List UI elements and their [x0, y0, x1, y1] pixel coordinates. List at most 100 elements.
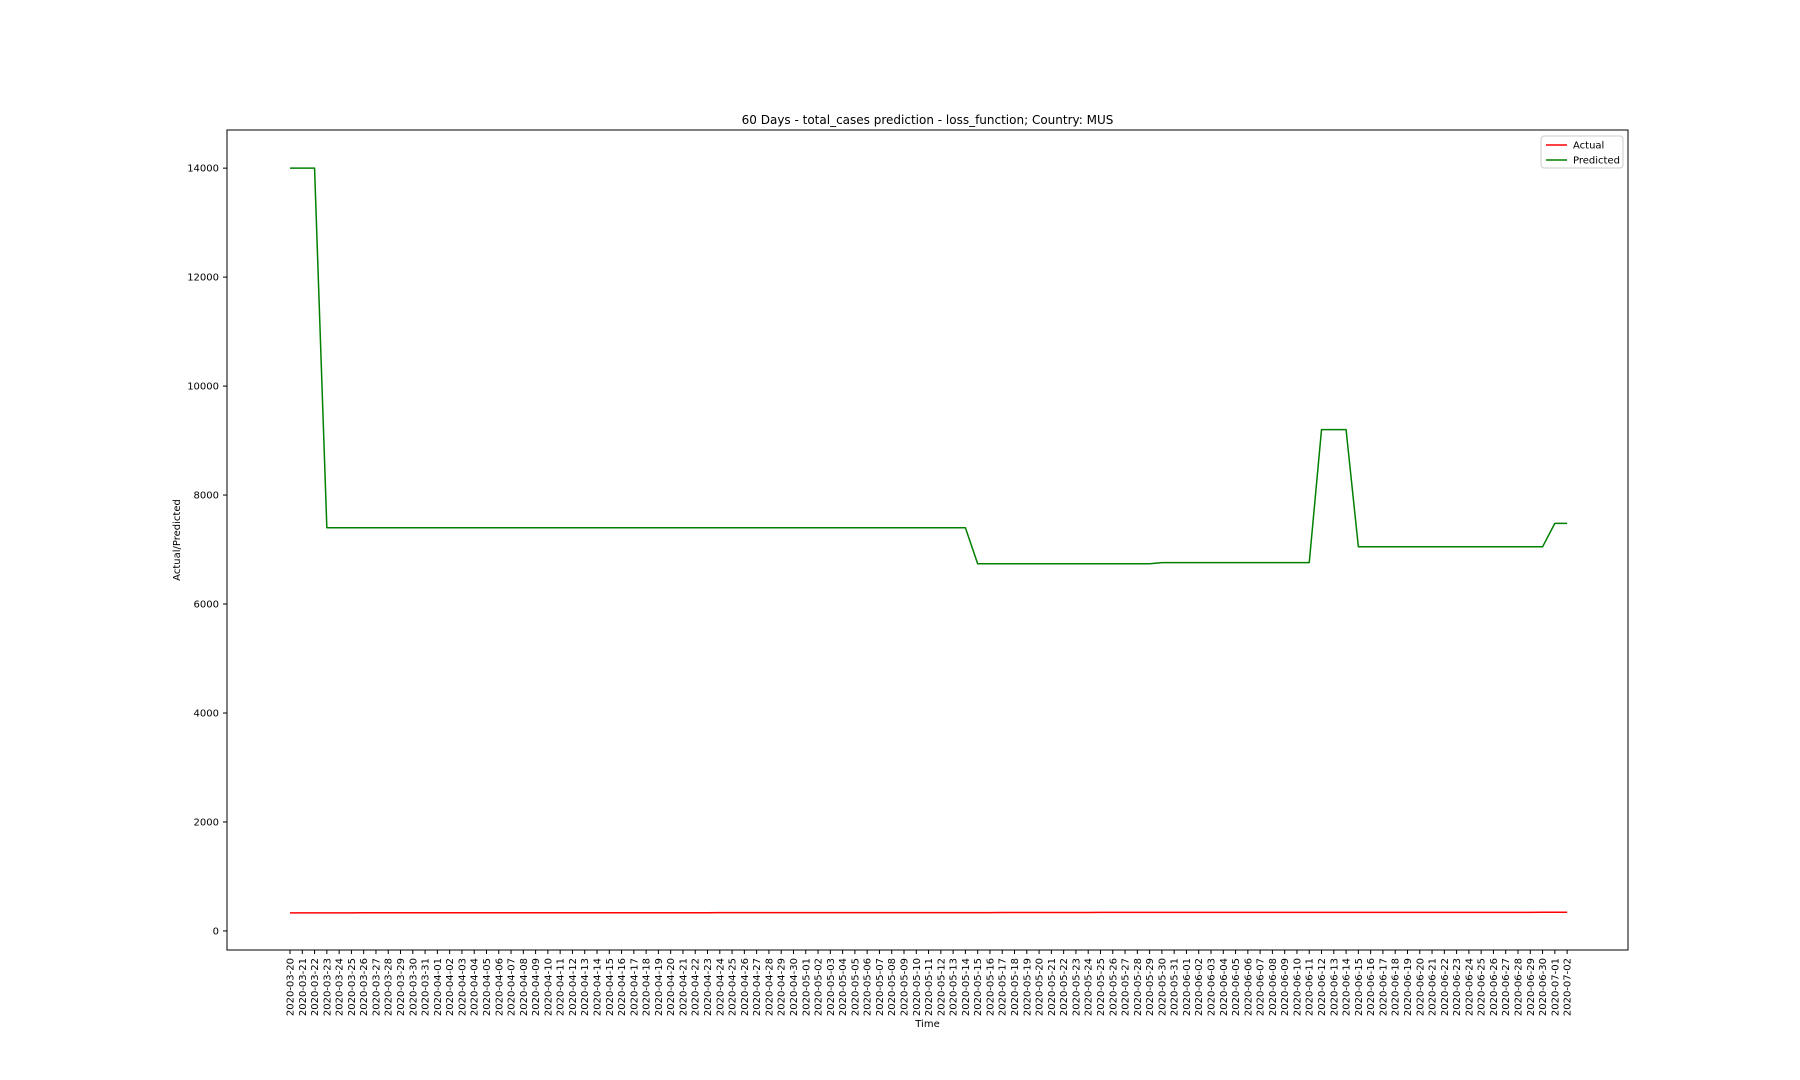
- x-tick-label: 2020-03-22: [310, 958, 321, 1016]
- x-tick-label: 2020-06-16: [1366, 958, 1377, 1016]
- x-tick-label: 2020-06-25: [1477, 958, 1488, 1016]
- x-tick-label: 2020-03-28: [384, 958, 395, 1016]
- x-tick-label: 2020-05-10: [912, 958, 923, 1016]
- legend-label-predicted: Predicted: [1573, 156, 1620, 167]
- x-tick-label: 2020-03-20: [286, 958, 297, 1016]
- x-tick-label: 2020-06-27: [1501, 958, 1512, 1016]
- x-tick-label: 2020-03-21: [298, 958, 309, 1016]
- x-tick-label: 2020-04-02: [445, 958, 456, 1016]
- y-tick-label: 10000: [187, 382, 219, 393]
- x-tick-label: 2020-05-18: [1010, 958, 1021, 1016]
- x-tick-label: 2020-05-16: [985, 958, 996, 1016]
- x-tick-label: 2020-07-02: [1563, 958, 1574, 1016]
- x-tick-label: 2020-06-12: [1317, 958, 1328, 1016]
- x-tick-label: 2020-06-02: [1194, 958, 1205, 1016]
- x-tick-label: 2020-06-08: [1268, 958, 1279, 1016]
- y-tick-label: 0: [213, 926, 219, 937]
- x-tick-label: 2020-05-13: [949, 958, 960, 1016]
- x-tick-label: 2020-03-26: [359, 958, 370, 1016]
- y-tick-label: 6000: [194, 600, 219, 611]
- x-tick-label: 2020-05-12: [936, 958, 947, 1016]
- x-tick-label: 2020-06-24: [1464, 958, 1475, 1016]
- x-tick-label: 2020-06-28: [1514, 958, 1525, 1016]
- legend: Actual Predicted: [1540, 135, 1624, 169]
- x-tick-label: 2020-03-27: [371, 958, 382, 1016]
- x-tick-label: 2020-04-30: [789, 958, 800, 1016]
- x-tick-label: 2020-05-04: [838, 958, 849, 1016]
- x-tick-label: 2020-04-27: [752, 958, 763, 1016]
- x-tick-label: 2020-06-30: [1538, 958, 1549, 1016]
- x-tick-label: 2020-05-06: [863, 958, 874, 1016]
- x-tick-label: 2020-05-20: [1035, 958, 1046, 1016]
- x-tick-label: 2020-04-07: [507, 958, 518, 1016]
- x-tick-label: 2020-05-01: [801, 958, 812, 1016]
- x-tick-label: 2020-03-23: [322, 958, 333, 1016]
- x-tick-label: 2020-05-22: [1059, 958, 1070, 1016]
- x-tick-label: 2020-04-17: [629, 958, 640, 1016]
- x-tick-label: 2020-04-20: [666, 958, 677, 1016]
- x-tick-label: 2020-06-01: [1182, 958, 1193, 1016]
- x-tick-label: 2020-04-14: [593, 958, 604, 1016]
- x-tick-label: 2020-05-07: [875, 958, 886, 1016]
- y-tick-label: 4000: [194, 708, 219, 719]
- x-tick-label: 2020-05-28: [1133, 958, 1144, 1016]
- x-tick-label: 2020-05-08: [887, 958, 898, 1016]
- series-actual-line: [290, 911, 1568, 914]
- x-tick-label: 2020-05-15: [973, 958, 984, 1016]
- x-tick-label: 2020-05-19: [1022, 958, 1033, 1016]
- x-tick-label: 2020-05-14: [961, 958, 972, 1016]
- x-tick-label: 2020-03-24: [335, 958, 346, 1016]
- legend-label-actual: Actual: [1573, 141, 1604, 152]
- x-tick-label: 2020-04-04: [470, 958, 481, 1016]
- x-tick-label: 2020-05-02: [814, 958, 825, 1016]
- x-tick-label: 2020-04-26: [740, 958, 751, 1016]
- x-tick-label: 2020-05-11: [924, 958, 935, 1016]
- x-tick-label: 2020-05-21: [1047, 958, 1058, 1016]
- x-tick-label: 2020-04-28: [764, 958, 775, 1016]
- x-tick-label: 2020-04-05: [482, 958, 493, 1016]
- x-tick-label: 2020-05-31: [1170, 958, 1181, 1016]
- y-tick-label: 2000: [194, 817, 219, 828]
- x-tick-label: 2020-04-13: [580, 958, 591, 1016]
- x-tick-label: 2020-06-21: [1428, 958, 1439, 1016]
- x-tick-label: 2020-06-09: [1280, 958, 1291, 1016]
- x-tick-label: 2020-06-14: [1342, 958, 1353, 1016]
- x-tick-label: 2020-04-11: [556, 958, 567, 1016]
- x-tick-label: 2020-06-17: [1378, 958, 1389, 1016]
- x-tick-label: 2020-06-07: [1256, 958, 1267, 1016]
- y-tick-label: 14000: [187, 164, 219, 175]
- x-tick-label: 2020-03-25: [347, 958, 358, 1016]
- x-tick-label: 2020-05-05: [850, 958, 861, 1016]
- x-tick-label: 2020-04-06: [494, 958, 505, 1016]
- x-tick-label: 2020-04-08: [519, 958, 530, 1016]
- y-axis: 0 2000 4000 6000 8000 10000 12000 14000: [187, 164, 227, 937]
- x-tick-label: 2020-03-31: [421, 958, 432, 1016]
- chart-title: 60 Days - total_cases prediction - loss_…: [742, 113, 1114, 127]
- x-tick-label: 2020-06-19: [1403, 958, 1414, 1016]
- x-tick-label: 2020-07-01: [1550, 958, 1561, 1016]
- x-tick-label: 2020-04-16: [617, 958, 628, 1016]
- y-tick-label: 8000: [194, 491, 219, 502]
- x-tick-label: 2020-06-06: [1243, 958, 1254, 1016]
- x-tick-label: 2020-06-11: [1305, 958, 1316, 1016]
- plot-frame: [226, 129, 1629, 951]
- x-tick-label: 2020-04-10: [543, 958, 554, 1016]
- x-tick-label: 2020-03-30: [408, 958, 419, 1016]
- x-tick-label: 2020-06-13: [1329, 958, 1340, 1016]
- x-tick-label: 2020-04-12: [568, 958, 579, 1016]
- x-tick-label: 2020-03-29: [396, 958, 407, 1016]
- x-tick-label: 2020-04-01: [433, 958, 444, 1016]
- x-tick-label: 2020-04-29: [777, 958, 788, 1016]
- x-tick-label: 2020-04-19: [654, 958, 665, 1016]
- x-axis: 2020-03-20 2020-03-21 2020-03-22 2020-03-23…: [286, 950, 1574, 1016]
- x-tick-label: 2020-05-23: [1071, 958, 1082, 1016]
- x-tick-label: 2020-05-03: [826, 958, 837, 1016]
- x-tick-label: 2020-04-03: [457, 958, 468, 1016]
- x-tick-label: 2020-05-26: [1108, 958, 1119, 1016]
- x-tick-label: 2020-06-05: [1231, 958, 1242, 1016]
- x-tick-label: 2020-05-27: [1121, 958, 1132, 1016]
- x-tick-label: 2020-06-26: [1489, 958, 1500, 1016]
- series-predicted-line: [290, 167, 1568, 565]
- x-tick-label: 2020-05-25: [1096, 958, 1107, 1016]
- x-tick-label: 2020-04-09: [531, 958, 542, 1016]
